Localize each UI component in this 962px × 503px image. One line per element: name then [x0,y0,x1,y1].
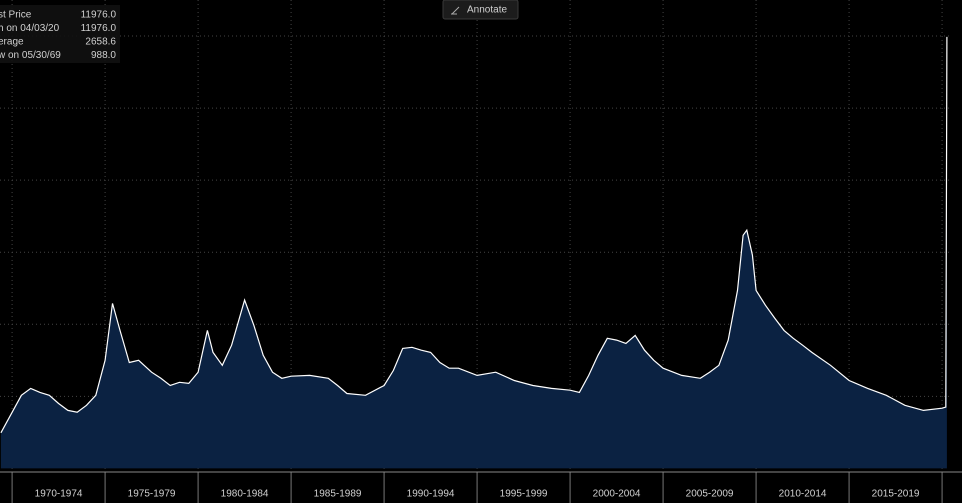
stat-value: 11976.0 [81,23,117,34]
stat-value: 988.0 [91,50,116,61]
x-tick-label: 1980-1984 [221,489,269,500]
x-tick-label: 1970-1974 [35,489,83,500]
x-tick-label: 1985-1989 [314,489,362,500]
annotate-button[interactable] [442,0,519,20]
x-tick-label: 1995-1999 [500,489,548,500]
stat-label: h on 04/03/20 [0,23,60,34]
x-tick-label: 1975-1979 [128,489,176,500]
x-axis: 1970-1974 1975-1979 1980-1984 1985-1989 1990… [0,471,962,503]
stat-value: 11976.0 [81,10,117,21]
series-line [0,36,948,434]
stat-label: erage [0,37,24,48]
stats-box [0,5,120,63]
x-tick-label: 2010-2014 [779,489,827,500]
annotate-icon [451,6,460,15]
annotate-label[interactable]: Annotate [467,5,507,16]
stat-label: w on 05/30/69 [0,50,61,61]
area-fill [0,36,947,469]
stat-label: st Price [0,10,32,21]
x-tick-label: 2005-2009 [686,489,734,500]
x-tick-label: 2015-2019 [872,489,920,500]
x-tick-label: 2000-2004 [593,489,641,500]
x-tick-label: 1990-1994 [407,489,455,500]
stat-value: 2658.6 [85,37,116,48]
stats: st Price 11976.0 h on 04/03/20 11976.0 erage… [0,10,116,62]
plot [0,36,948,469]
